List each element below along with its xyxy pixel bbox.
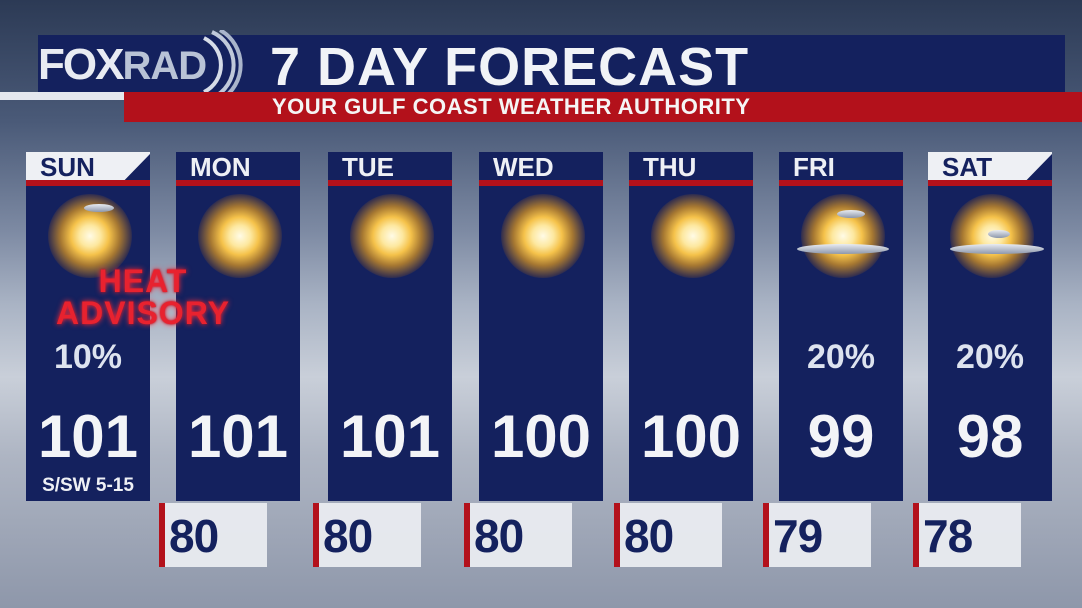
high-temp: 98 [956, 403, 1024, 470]
day-card-sat: SAT 20% 98 [928, 152, 1052, 501]
divider [176, 180, 300, 186]
heat-advisory-label: HEAT ADVISORY [56, 265, 230, 329]
low-temp-tue: 80 [464, 503, 572, 567]
logo-rad-text: RAD [122, 44, 207, 88]
high-temp: 101 [187, 403, 289, 470]
low-temp-sun: 80 [159, 503, 267, 567]
page-title: 7 DAY FORECAST [270, 37, 750, 97]
low-temp: 80 [323, 510, 373, 562]
day-name: SUN [40, 152, 95, 182]
divider [328, 180, 452, 186]
low-marker [464, 503, 470, 567]
cloud-icon [988, 230, 1010, 238]
cloud-icon [950, 244, 1044, 254]
high-temp: 100 [490, 403, 592, 470]
sun-icon [801, 194, 885, 278]
heat-advisory-line1: HEAT [98, 263, 188, 299]
day-card-tue: TUE 101 [328, 152, 452, 501]
low-marker [614, 503, 620, 567]
day-name: WED [493, 152, 554, 182]
low-marker [159, 503, 165, 567]
low-marker [313, 503, 319, 567]
low-temp-fri: 78 [913, 503, 1021, 567]
sun-icon [198, 194, 282, 278]
low-temp-mon: 80 [313, 503, 421, 567]
low-temp: 78 [923, 510, 973, 562]
subtitle: YOUR GULF COAST WEATHER AUTHORITY [272, 94, 751, 119]
day-header: TUE [328, 152, 452, 182]
day-header: THU [629, 152, 753, 182]
subtitle-bar [124, 92, 1082, 122]
sun-icon [501, 194, 585, 278]
heat-advisory-line2: ADVISORY [56, 295, 230, 331]
precip-chance: 20% [806, 338, 876, 376]
low-temp-thu: 79 [763, 503, 871, 567]
accent-stripe [0, 92, 126, 100]
day-name: TUE [342, 152, 394, 182]
precip-chance: 20% [955, 338, 1025, 376]
day-header: FRI [779, 152, 903, 182]
day-name: FRI [793, 152, 835, 182]
day-card-sun: SUN 10% 101 S/SW 5-15 [26, 152, 150, 501]
wind-info: S/SW 5-15 [42, 475, 134, 496]
day-header: WED [479, 152, 603, 182]
precip-chance: 10% [53, 338, 123, 376]
day-header: SUN [26, 152, 150, 182]
cloud-icon [837, 210, 865, 218]
high-temp: 99 [807, 403, 875, 470]
high-temp: 100 [640, 403, 742, 470]
logo-fox-text: FOX [38, 40, 124, 89]
high-temp: 101 [37, 403, 139, 470]
cloud-icon [84, 204, 114, 212]
low-marker [763, 503, 769, 567]
low-temp-wed: 80 [614, 503, 722, 567]
divider [629, 180, 753, 186]
day-header: MON [176, 152, 300, 182]
day-name: THU [643, 152, 697, 182]
day-card-thu: THU 100 [629, 152, 753, 501]
cloud-icon [797, 244, 889, 254]
day-name: SAT [942, 152, 993, 182]
divider [479, 180, 603, 186]
radar-rings-icon [203, 30, 243, 100]
low-marker [913, 503, 919, 567]
divider [928, 180, 1052, 186]
low-temp: 80 [169, 510, 219, 562]
foxrad-logo: FOXRAD [38, 40, 207, 90]
day-card-fri: FRI 20% 99 [779, 152, 903, 501]
header-bar [38, 35, 1065, 92]
high-temp: 101 [339, 403, 441, 470]
low-temp: 80 [474, 510, 524, 562]
low-temp: 80 [624, 510, 674, 562]
day-header: SAT [928, 152, 1052, 182]
sun-icon [651, 194, 735, 278]
sun-icon [350, 194, 434, 278]
day-card-wed: WED 100 [479, 152, 603, 501]
day-card-mon: MON 101 [176, 152, 300, 501]
low-temp: 79 [773, 510, 823, 562]
day-name: MON [190, 152, 251, 182]
divider [26, 180, 150, 186]
divider [779, 180, 903, 186]
